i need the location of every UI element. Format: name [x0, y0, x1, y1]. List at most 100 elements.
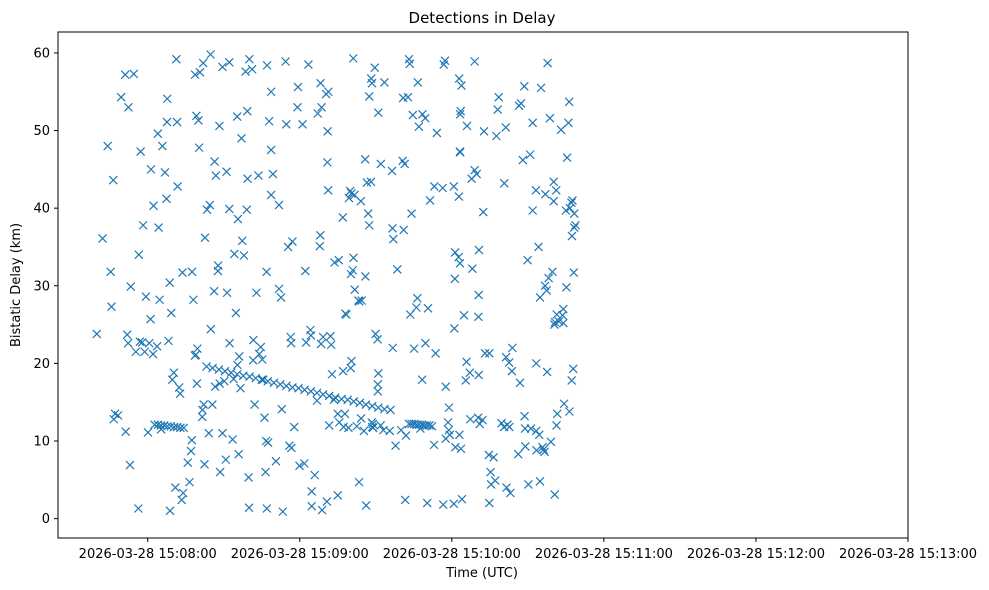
- data-point-marker: [523, 255, 533, 265]
- data-point-marker: [136, 147, 146, 156]
- data-point-marker: [316, 339, 326, 349]
- data-point-marker: [306, 386, 316, 396]
- y-axis-label: Bistatic Delay (km): [9, 223, 24, 347]
- data-point-marker: [236, 383, 245, 393]
- data-point-marker: [422, 498, 432, 508]
- data-point-marker: [399, 225, 409, 235]
- data-point-marker: [323, 87, 333, 97]
- data-point-marker: [411, 303, 421, 312]
- data-point-marker: [191, 111, 201, 121]
- data-point-marker: [504, 358, 514, 368]
- data-point-marker: [245, 372, 255, 382]
- data-point-marker: [215, 379, 225, 388]
- data-point-marker: [421, 338, 430, 348]
- data-point-marker: [293, 102, 302, 112]
- data-point-marker: [534, 430, 544, 440]
- data-point-marker: [497, 418, 506, 428]
- x-tick-label: 2026-03-28 15:10:00: [383, 547, 521, 562]
- data-point-marker: [241, 67, 250, 77]
- data-point-marker: [531, 185, 541, 195]
- data-point-marker: [457, 81, 466, 90]
- data-point-marker: [535, 292, 545, 302]
- data-point-marker: [299, 459, 309, 468]
- data-point-marker: [357, 296, 367, 305]
- data-point-marker: [323, 185, 333, 195]
- data-point-marker: [192, 344, 202, 354]
- data-point-marker: [366, 177, 376, 187]
- data-point-marker: [545, 113, 555, 123]
- data-point-marker: [313, 109, 323, 118]
- data-point-marker: [281, 119, 291, 129]
- data-point-marker: [103, 141, 113, 151]
- data-point-marker: [276, 292, 286, 302]
- data-point-marker: [571, 220, 580, 230]
- data-point-marker: [171, 54, 181, 64]
- data-point-marker: [338, 366, 348, 376]
- data-point-marker: [388, 223, 397, 233]
- data-point-marker: [326, 340, 336, 350]
- data-point-marker: [206, 50, 215, 59]
- data-point-marker: [251, 373, 261, 383]
- data-point-marker: [534, 242, 543, 252]
- data-point-marker: [388, 343, 398, 353]
- data-point-marker: [569, 209, 579, 219]
- data-point-marker: [242, 205, 252, 215]
- data-point-marker: [254, 349, 264, 359]
- data-point-marker: [373, 386, 383, 396]
- data-point-marker: [429, 182, 439, 191]
- data-point-marker: [183, 458, 193, 468]
- data-point-marker: [301, 338, 311, 347]
- data-point-marker: [348, 265, 358, 275]
- data-point-marker: [413, 78, 423, 87]
- data-point-marker: [346, 363, 356, 373]
- data-point-marker: [177, 495, 187, 505]
- data-point-marker: [137, 338, 147, 347]
- data-point-marker: [211, 171, 221, 180]
- data-point-marker: [244, 503, 254, 513]
- data-point-marker: [124, 102, 133, 112]
- data-point-marker: [516, 98, 526, 108]
- data-point-marker: [218, 62, 227, 72]
- data-point-marker: [405, 59, 415, 69]
- data-point-marker: [202, 362, 211, 371]
- data-point-marker: [237, 236, 247, 246]
- data-point-marker: [326, 331, 335, 341]
- data-point-marker: [277, 404, 287, 414]
- data-point-marker: [569, 223, 579, 232]
- data-point-marker: [400, 495, 410, 505]
- data-point-marker: [237, 133, 246, 143]
- data-point-marker: [244, 54, 254, 64]
- data-point-marker: [234, 351, 244, 361]
- data-point-marker: [165, 278, 175, 288]
- data-point-marker: [144, 338, 154, 348]
- data-point-marker: [219, 376, 229, 386]
- data-point-marker: [542, 286, 552, 295]
- data-point-marker: [306, 331, 316, 340]
- data-point-marker: [438, 183, 448, 193]
- data-point-marker: [455, 258, 465, 268]
- data-point-marker: [551, 185, 561, 195]
- data-point-marker: [427, 421, 437, 431]
- data-point-marker: [550, 320, 559, 330]
- x-axis-label: Time (UTC): [445, 566, 518, 581]
- data-point-marker: [289, 422, 299, 432]
- data-point-marker: [207, 400, 217, 409]
- data-point-marker: [544, 273, 554, 283]
- data-point-marker: [110, 409, 120, 419]
- data-point-marker: [107, 302, 116, 312]
- data-point-marker: [364, 91, 374, 101]
- data-point-marker: [354, 477, 364, 487]
- data-point-marker: [239, 251, 249, 260]
- data-point-marker: [98, 234, 108, 243]
- data-point-marker: [450, 247, 460, 257]
- y-tick-label: 40: [33, 202, 50, 217]
- data-point-marker: [252, 288, 261, 298]
- data-point-marker: [409, 344, 419, 354]
- data-point-marker: [454, 192, 464, 201]
- data-point-marker: [155, 295, 165, 305]
- data-point-marker: [356, 196, 366, 206]
- data-point-marker: [562, 153, 572, 163]
- data-point-marker: [373, 403, 383, 413]
- x-tick-label: 2026-03-28 15:12:00: [687, 547, 825, 562]
- data-point-marker: [361, 500, 371, 510]
